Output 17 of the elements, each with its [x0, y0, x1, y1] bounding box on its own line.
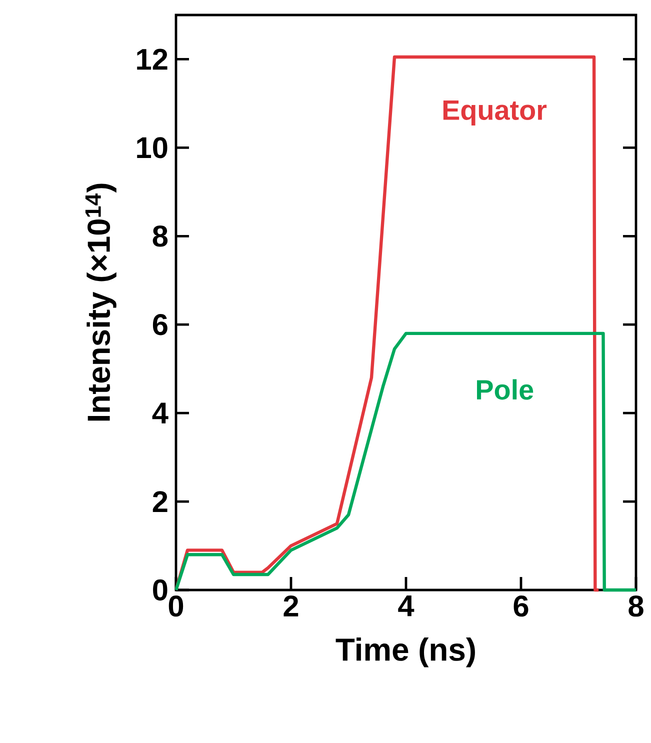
y-tick-label: 10 [137, 137, 168, 158]
x-tick-label: 4 [398, 596, 414, 616]
x-tick-label: 2 [284, 596, 298, 616]
y-axis-title: Intensity (×10$^{14}$) [85, 184, 116, 421]
x-tick-label: 0 [168, 596, 184, 617]
line-series [174, 55, 600, 592]
x-axis-title: Time (ns) [336, 638, 475, 668]
y-tick-label: 0 [153, 579, 168, 601]
x-tick-label: 8 [628, 596, 644, 617]
y-tick-label: 12 [137, 48, 168, 70]
y-tick-label: 6 [152, 314, 168, 336]
y-tick-label: 4 [152, 402, 168, 424]
y-tick-label: 2 [152, 491, 168, 512]
x-tick-label: 6 [514, 596, 528, 617]
series-label: Equator [443, 100, 547, 126]
series-label: Pole [477, 379, 534, 400]
y-tick-label: 8 [152, 226, 168, 247]
